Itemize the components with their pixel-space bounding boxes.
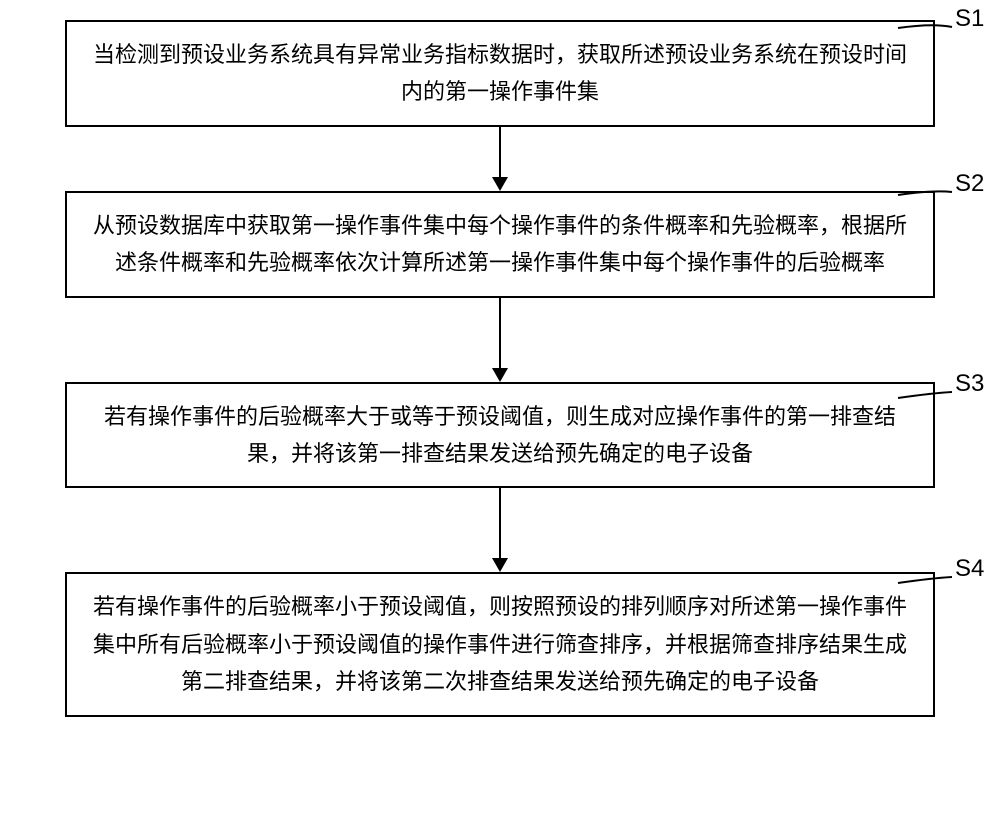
step-s3-box: 若有操作事件的后验概率大于或等于预设阈值，则生成对应操作事件的第一排查结果，并将… bbox=[65, 382, 935, 489]
arrow-head-icon bbox=[492, 368, 508, 382]
label-s4: S4 bbox=[955, 555, 984, 583]
arrow-head-icon bbox=[492, 558, 508, 572]
step-s3-wrapper: 若有操作事件的后验概率大于或等于预设阈值，则生成对应操作事件的第一排查结果，并将… bbox=[10, 382, 990, 489]
arrow-s2-s3 bbox=[492, 298, 508, 382]
arrow-head-icon bbox=[492, 177, 508, 191]
label-s2: S2 bbox=[955, 170, 984, 198]
step-s1-wrapper: 当检测到预设业务系统具有异常业务指标数据时，获取所述预设业务系统在预设时间内的第… bbox=[10, 20, 990, 127]
label-s1: S1 bbox=[955, 5, 984, 33]
label-s3: S3 bbox=[955, 370, 984, 398]
arrow-s1-s2 bbox=[492, 127, 508, 191]
step-s1-box: 当检测到预设业务系统具有异常业务指标数据时，获取所述预设业务系统在预设时间内的第… bbox=[65, 20, 935, 127]
flowchart-container: 当检测到预设业务系统具有异常业务指标数据时，获取所述预设业务系统在预设时间内的第… bbox=[10, 20, 990, 717]
step-s2-text: 从预设数据库中获取第一操作事件集中每个操作事件的条件概率和先验概率，根据所述条件… bbox=[83, 207, 917, 282]
step-s4-box: 若有操作事件的后验概率小于预设阈值，则按照预设的排列顺序对所述第一操作事件集中所… bbox=[65, 572, 935, 716]
step-s4-text: 若有操作事件的后验概率小于预设阈值，则按照预设的排列顺序对所述第一操作事件集中所… bbox=[83, 588, 917, 700]
step-s2-box: 从预设数据库中获取第一操作事件集中每个操作事件的条件概率和先验概率，根据所述条件… bbox=[65, 191, 935, 298]
step-s2-wrapper: 从预设数据库中获取第一操作事件集中每个操作事件的条件概率和先验概率，根据所述条件… bbox=[10, 191, 990, 298]
arrow-s3-s4 bbox=[492, 488, 508, 572]
step-s3-text: 若有操作事件的后验概率大于或等于预设阈值，则生成对应操作事件的第一排查结果，并将… bbox=[83, 398, 917, 473]
arrow-line bbox=[499, 298, 501, 368]
step-s1-text: 当检测到预设业务系统具有异常业务指标数据时，获取所述预设业务系统在预设时间内的第… bbox=[83, 36, 917, 111]
arrow-line bbox=[499, 488, 501, 558]
arrow-line bbox=[499, 127, 501, 177]
step-s4-wrapper: 若有操作事件的后验概率小于预设阈值，则按照预设的排列顺序对所述第一操作事件集中所… bbox=[10, 572, 990, 716]
